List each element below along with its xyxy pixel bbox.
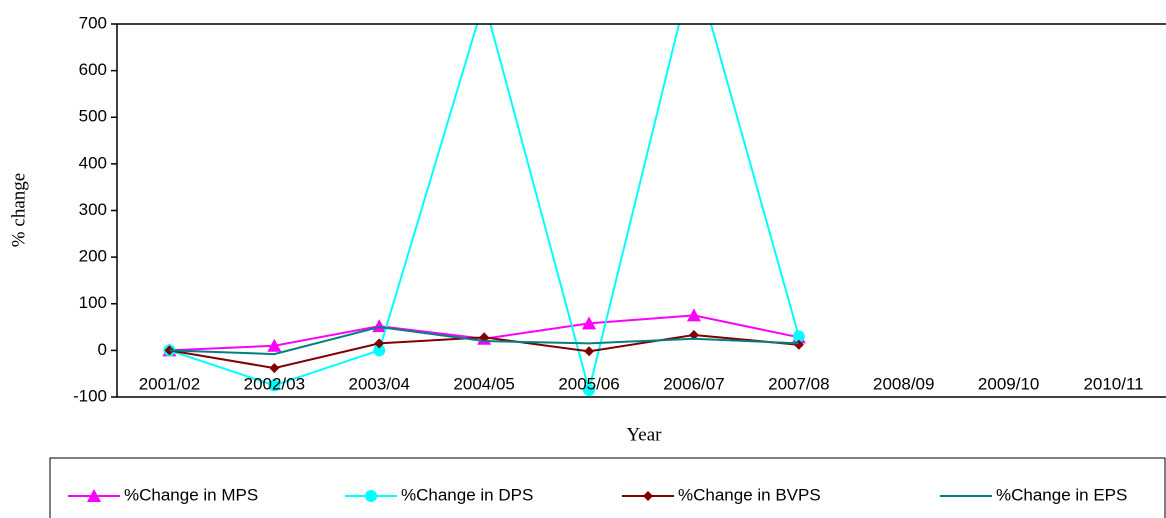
x-tick-label: 2002/03: [244, 374, 305, 393]
x-tick-label: 2009/10: [978, 374, 1039, 393]
x-tick-label: 2003/04: [349, 374, 410, 393]
x-tick-label: 2006/07: [663, 374, 724, 393]
plot-area: [162, 0, 806, 397]
y-tick-label: 100: [79, 293, 107, 312]
series-line: [169, 24, 800, 391]
legend-box: [49, 457, 1166, 518]
legend-label: %Change in EPS: [996, 485, 1127, 504]
y-tick-label: -100: [73, 386, 107, 405]
legend-label: %Change in DPS: [401, 485, 533, 504]
legend-label: %Change in MPS: [124, 485, 258, 504]
marker: [582, 316, 597, 330]
x-tick-label: 2001/02: [139, 374, 200, 393]
marker: [686, 308, 701, 322]
marker: [268, 379, 281, 392]
marker: [374, 338, 385, 349]
marker: [373, 344, 386, 357]
y-tick-label: 700: [79, 13, 107, 32]
marker: [269, 363, 280, 374]
x-tick-label: 2010/11: [1083, 374, 1143, 393]
y-tick-label: 200: [79, 247, 107, 266]
marker: [478, 0, 490, 7]
x-tick-label: 2005/06: [558, 374, 619, 393]
y-tick-label: 600: [79, 60, 107, 79]
y-axis-label: % change: [8, 173, 29, 247]
marker: [365, 490, 377, 502]
marker: [583, 384, 596, 397]
marker: [688, 329, 699, 340]
x-tick-label: 2007/08: [768, 374, 829, 393]
x-tick-label: 2008/09: [873, 374, 934, 393]
marker: [372, 319, 387, 333]
marker: [792, 330, 805, 343]
series-line: [169, 326, 799, 356]
x-axis-label: Year: [626, 424, 662, 445]
marker: [584, 346, 595, 357]
marker: [267, 338, 282, 352]
legend-label: %Change in BVPS: [678, 485, 821, 504]
marker: [643, 491, 653, 501]
y-tick-label: 0: [98, 340, 107, 359]
y-tick-label: 300: [79, 200, 107, 219]
marker: [87, 489, 101, 502]
y-tick-label: 500: [79, 107, 107, 126]
y-tick-label: 400: [79, 153, 107, 172]
x-tick-label: 2004/05: [453, 374, 514, 393]
